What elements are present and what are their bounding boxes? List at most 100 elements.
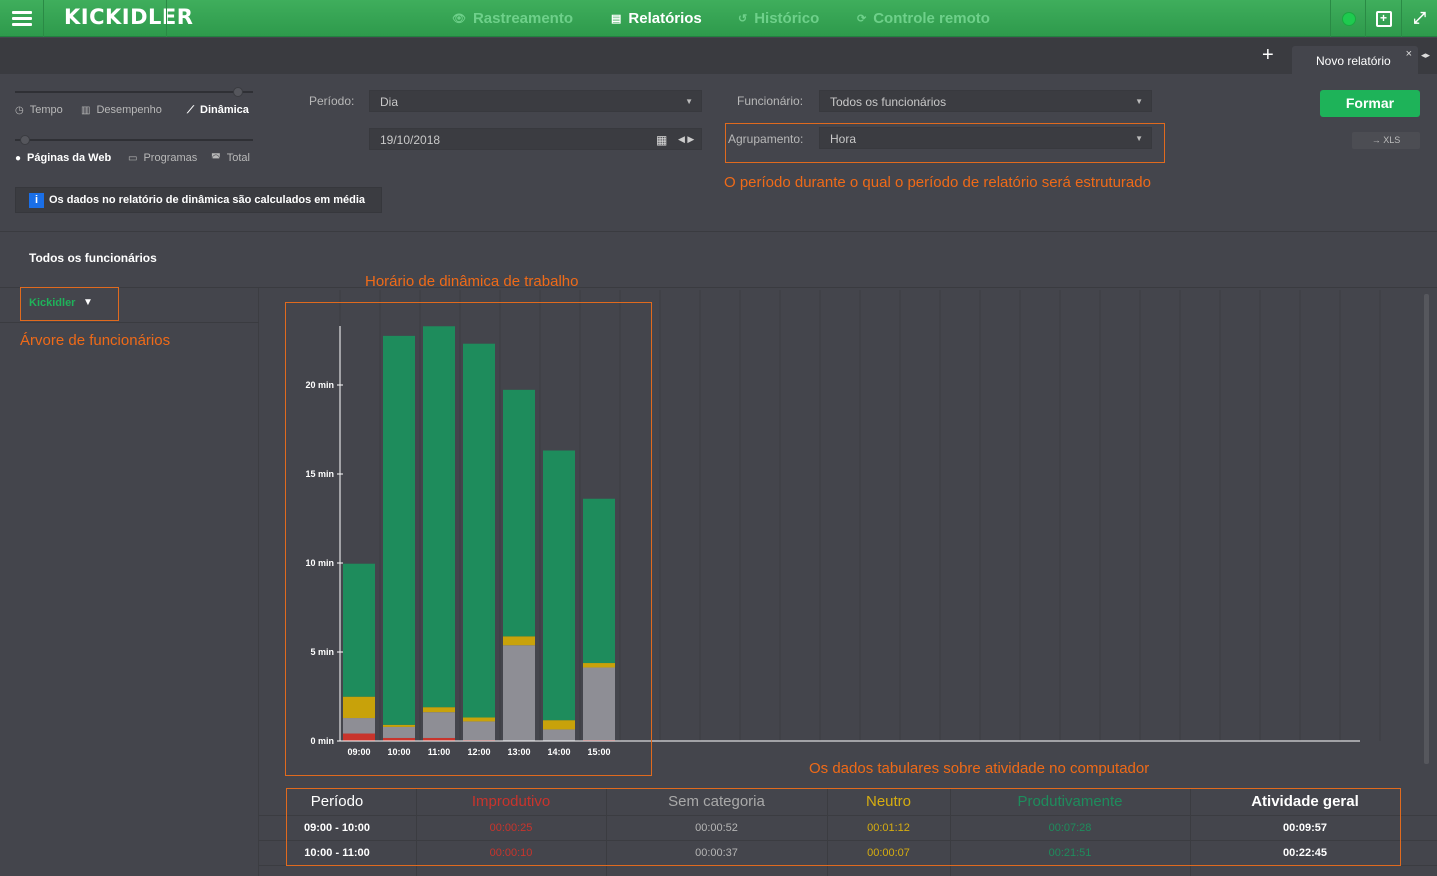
status-indicator[interactable]: [1330, 0, 1366, 37]
bar-segment-sem_categoria: [423, 712, 455, 738]
divider: [606, 789, 607, 876]
x-tick-label: 14:00: [547, 747, 570, 757]
caret-down-icon[interactable]: ▼: [83, 297, 93, 308]
y-tick-label: 20 min: [305, 380, 334, 390]
date-input[interactable]: 19/10/2018: [369, 128, 702, 150]
document-icon: ▤: [611, 13, 622, 25]
bar-segment-neutro: [543, 720, 575, 730]
bar-segment-neutro: [423, 707, 455, 713]
table-cell: 00:00:52: [695, 822, 738, 834]
bar-segment-neutro: [503, 636, 535, 646]
tree-annotation: Árvore de funcionários: [20, 332, 171, 349]
nav-label: Histórico: [754, 10, 820, 27]
eye-icon: 👁: [452, 13, 466, 25]
chevron-down-icon: ▼: [1135, 97, 1143, 106]
bar-segment-sem_categoria: [503, 645, 535, 741]
radio-time[interactable]: ◷ Tempo: [15, 104, 63, 116]
top-bar: KICKIDLER 👁 Rastreamento ▤ Relatórios ↺ …: [0, 0, 1437, 37]
table-cell: 09:00 - 10:00: [303, 822, 371, 834]
tree-root-kickidler[interactable]: Kickidler: [29, 297, 76, 309]
grouping-label: Agrupamento:: [728, 132, 804, 146]
nav-tracking[interactable]: 👁 Rastreamento: [452, 0, 573, 37]
radio-web-pages[interactable]: ● Páginas da Web: [15, 152, 112, 164]
radio-performance[interactable]: ▥ Desempenho: [81, 104, 162, 116]
slider-handle[interactable]: [20, 135, 30, 145]
divider: [259, 840, 1437, 841]
bar-segment-neutro: [343, 696, 375, 719]
x-tick-label: 09:00: [347, 747, 370, 757]
tab-scroll-arrows[interactable]: ◂▸: [1421, 50, 1431, 60]
grouping-select[interactable]: Hora ▼: [819, 127, 1152, 149]
mode-slider-2[interactable]: [15, 139, 253, 141]
table-cell: 00:22:45: [1282, 847, 1328, 859]
chart-annotation-box: [285, 302, 652, 776]
divider: [1190, 789, 1191, 876]
menu-icon[interactable]: [0, 0, 44, 37]
bar-segment-sem_categoria: [463, 721, 495, 741]
bar-segment-neutro: [583, 663, 615, 668]
y-tick-label: 15 min: [305, 469, 334, 479]
tab-new-report[interactable]: Novo relatório ×: [1292, 46, 1418, 74]
chart-scrollbar[interactable]: [1424, 294, 1429, 764]
table-annotation: Os dados tabulares sobre atividade no co…: [809, 760, 1150, 777]
y-tick-label: 10 min: [305, 558, 334, 568]
radio-total[interactable]: ◚ Total: [211, 152, 250, 164]
employees-title: Todos os funcionários: [29, 251, 157, 265]
bar-segment-sem_categoria: [383, 726, 415, 738]
monitor-icon: ◚: [211, 152, 221, 164]
add-tab-button[interactable]: +: [1262, 44, 1274, 66]
bar-segment-produtivamente: [503, 389, 535, 637]
date-nav-arrows[interactable]: ◀ ▶: [678, 134, 695, 144]
y-tick-label: 5 min: [310, 647, 334, 657]
period-label: Período:: [309, 94, 355, 108]
app-logo: KICKIDLER: [64, 5, 194, 29]
col-header-neutral[interactable]: Neutro: [865, 793, 912, 810]
x-tick-label: 12:00: [467, 747, 490, 757]
nav-label: Relatórios: [628, 10, 702, 27]
divider: [0, 287, 1437, 288]
bar-segment-sem_categoria: [343, 718, 375, 734]
divider: [166, 0, 167, 37]
bar-segment-produtivamente: [583, 498, 615, 664]
nav-history[interactable]: ↺ Histórico: [738, 0, 819, 37]
nav-label: Rastreamento: [472, 10, 574, 27]
add-window-button[interactable]: +: [1365, 0, 1401, 37]
table-cell: 00:00:37: [695, 847, 738, 859]
employee-select[interactable]: Todos os funcionários ▼: [819, 90, 1152, 112]
col-header-unproductive[interactable]: Improdutivo: [471, 793, 551, 810]
col-header-total[interactable]: Atividade geral: [1251, 793, 1359, 810]
calendar-icon[interactable]: ▦: [656, 133, 668, 147]
bar-segment-neutro: [463, 717, 495, 722]
divider: [259, 815, 1437, 816]
xls-export-button[interactable]: → XLS: [1352, 132, 1420, 149]
slider-handle[interactable]: [233, 87, 243, 97]
history-icon: ↺: [738, 13, 748, 25]
col-header-productive[interactable]: Produtivamente: [1017, 793, 1123, 810]
bar-chart-icon: ▥: [81, 104, 91, 116]
form-button[interactable]: Formar: [1320, 90, 1420, 117]
activity-table: [259, 786, 1437, 876]
nav-remote-control[interactable]: ⟳ Controle remoto: [857, 0, 990, 37]
bar-segment-produtivamente: [343, 563, 375, 697]
bar-segment-sem_categoria: [583, 667, 615, 741]
chart-bars: [343, 326, 615, 741]
x-tick-label: 15:00: [587, 747, 610, 757]
fullscreen-icon: ⤢: [1413, 9, 1426, 27]
x-tick-label: 10:00: [387, 747, 410, 757]
refresh-icon: ⟳: [857, 13, 867, 25]
fullscreen-button[interactable]: ⤢: [1401, 0, 1437, 37]
employee-label: Funcionário:: [737, 94, 804, 108]
table-cell: 00:07:28: [1048, 822, 1092, 834]
col-header-uncategorized[interactable]: Sem categoria: [668, 793, 765, 810]
radio-dynamics[interactable]: ⟋ Dinâmica: [187, 104, 249, 116]
chart-axes: 09:00 10:00 11:00 12:00 13:00 14:00 15:00 0 min…: [305, 326, 1360, 757]
nav-reports[interactable]: ▤ Relatórios: [611, 0, 702, 37]
mode-slider-1[interactable]: [15, 91, 253, 93]
col-header-period[interactable]: Período: [310, 793, 364, 810]
tree-annotation-box: [20, 287, 119, 321]
period-select[interactable]: Dia ▼: [369, 90, 702, 112]
table-annotation-box: [286, 788, 1401, 866]
close-icon[interactable]: ×: [1405, 48, 1412, 60]
radio-programs[interactable]: ▭ Programas: [128, 152, 198, 164]
